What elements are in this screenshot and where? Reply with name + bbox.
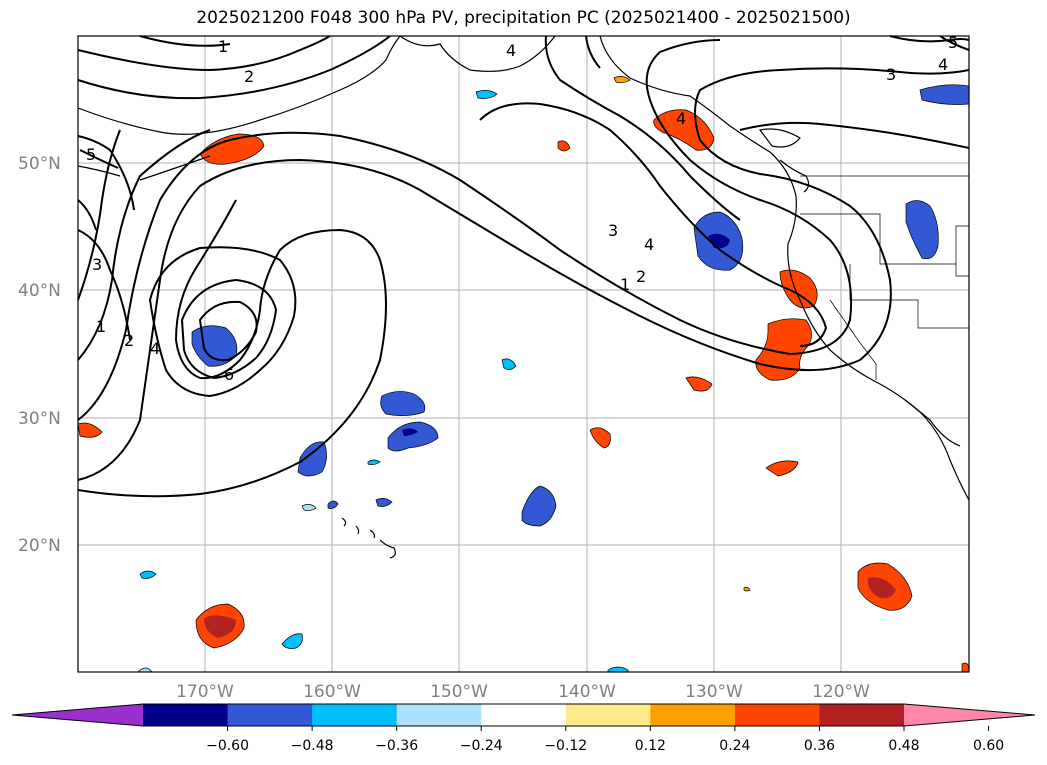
lon-label: 150°W (430, 682, 488, 702)
colorbar-outline (11, 703, 1036, 727)
lat-label: 20°N (18, 536, 61, 556)
pv-label: 5 (948, 33, 958, 52)
colorbar-extend-high (904, 704, 1035, 726)
lon-label: 140°W (558, 682, 616, 702)
pv-label: 4 (676, 109, 686, 128)
lat-label: 50°N (18, 154, 61, 174)
colorbar-tick-label: 0.48 (888, 738, 919, 754)
lon-label: 130°W (685, 682, 743, 702)
colorbar-tick-label: −0.36 (375, 738, 418, 754)
colorbar-tick-label: 0.24 (719, 738, 750, 754)
pv-label: 1 (620, 275, 630, 294)
colorbar-tick-label: 0.12 (635, 738, 666, 754)
colorbar-segment (312, 704, 398, 726)
pv-label: 4 (150, 339, 160, 358)
lon-label: 170°W (176, 682, 234, 702)
pv-contours (77, 35, 970, 498)
pv-label: 6 (224, 365, 234, 384)
colorbar: −0.60 −0.48 −0.36 −0.24 −0.12 0.12 0.24 0.36 0.4… (11, 703, 1036, 754)
colorbar-segment (565, 704, 651, 726)
pv-label: 2 (124, 331, 134, 350)
pv-label: 4 (938, 55, 948, 74)
latitude-labels: 50°N 40°N 30°N 20°N (18, 154, 61, 556)
lon-label: 120°W (812, 682, 870, 702)
pv-label: 3 (608, 221, 618, 240)
lat-label: 40°N (18, 281, 61, 301)
map-frame (77, 35, 970, 673)
pv-label: 2 (636, 267, 646, 286)
colorbar-segment (143, 704, 229, 726)
colorbar-extend-low (12, 704, 143, 726)
colorbar-tick-label: −0.12 (544, 738, 587, 754)
colorbar-tick-label: −0.60 (206, 738, 249, 754)
lon-label: 160°W (303, 682, 361, 702)
colorbar-segment (396, 704, 482, 726)
precip-negative-anomalies (137, 84, 970, 673)
map-area: 1 2 3 4 4 5 1 2 3 4 6 3 4 1 2 4 5 (77, 33, 970, 673)
pv-label: 5 (86, 145, 96, 164)
colorbar-segment (481, 704, 567, 726)
pv-label: 1 (218, 37, 228, 56)
colorbar-segment (734, 704, 820, 726)
pv-label: 2 (244, 67, 254, 86)
colorbar-tick-label: −0.48 (291, 738, 334, 754)
colorbar-tick-label: 0.60 (973, 738, 1004, 754)
pv-label: 4 (506, 41, 516, 60)
pv-label: 3 (886, 65, 896, 84)
colorbar-tick-label: 0.36 (804, 738, 835, 754)
map-title: 2025021200 F048 300 hPa PV, precipitatio… (196, 8, 851, 28)
lat-label: 30°N (18, 409, 61, 429)
pv-label: 1 (96, 317, 106, 336)
coastlines (77, 35, 970, 559)
longitude-labels: 170°W 160°W 150°W 140°W 130°W 120°W (176, 682, 870, 702)
pv-label: 4 (644, 235, 654, 254)
graticule (78, 36, 969, 672)
colorbar-tick-label: −0.24 (460, 738, 503, 754)
colorbar-segment (650, 704, 736, 726)
pv-label: 3 (92, 255, 102, 274)
colorbar-segment (227, 704, 313, 726)
pv-contour-labels: 1 2 3 4 4 5 1 2 3 4 6 3 4 1 2 4 5 (86, 33, 958, 384)
colorbar-segment (819, 704, 905, 726)
precip-positive-anomalies (77, 76, 970, 673)
